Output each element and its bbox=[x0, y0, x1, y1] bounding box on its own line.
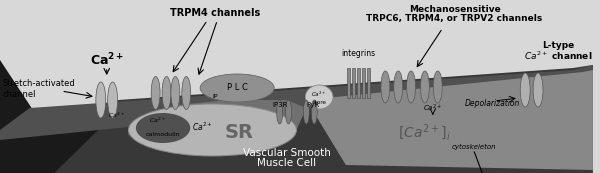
Text: cytoskeleton: cytoskeleton bbox=[452, 144, 497, 150]
Polygon shape bbox=[128, 100, 307, 148]
Ellipse shape bbox=[407, 71, 416, 103]
Text: calmodulin: calmodulin bbox=[146, 133, 181, 138]
Ellipse shape bbox=[182, 76, 191, 110]
Ellipse shape bbox=[277, 100, 283, 124]
Ellipse shape bbox=[96, 82, 106, 118]
Text: L-type: L-type bbox=[542, 40, 574, 49]
Ellipse shape bbox=[394, 71, 403, 103]
Polygon shape bbox=[307, 70, 593, 170]
Ellipse shape bbox=[136, 113, 190, 143]
Text: Vascular Smooth: Vascular Smooth bbox=[242, 148, 331, 158]
Text: TRPC6, TRPM4, or TRPV2 channels: TRPC6, TRPM4, or TRPV2 channels bbox=[367, 14, 542, 23]
Polygon shape bbox=[0, 60, 119, 173]
Text: IP3R: IP3R bbox=[272, 102, 287, 108]
Text: $Ca^{2+}$ channel: $Ca^{2+}$ channel bbox=[524, 50, 593, 62]
Bar bbox=[367, 68, 370, 98]
Ellipse shape bbox=[421, 71, 430, 103]
Text: RyR: RyR bbox=[307, 102, 320, 108]
Text: $Ca^{2+}$: $Ca^{2+}$ bbox=[423, 102, 442, 114]
Ellipse shape bbox=[128, 104, 296, 156]
Text: integrins: integrins bbox=[341, 49, 376, 58]
Polygon shape bbox=[0, 65, 593, 140]
Text: $Ca^{2+}$: $Ca^{2+}$ bbox=[108, 110, 125, 120]
Ellipse shape bbox=[520, 73, 530, 107]
Text: Mechanosensitive: Mechanosensitive bbox=[409, 5, 500, 14]
Text: Depolarization: Depolarization bbox=[464, 98, 520, 107]
Ellipse shape bbox=[533, 73, 543, 107]
Bar bbox=[347, 68, 350, 98]
Ellipse shape bbox=[162, 76, 171, 110]
Text: Stretch-activated
channel: Stretch-activated channel bbox=[3, 79, 76, 99]
Text: $[Ca^{2+}]_i$: $[Ca^{2+}]_i$ bbox=[398, 123, 451, 143]
Ellipse shape bbox=[286, 100, 292, 124]
Ellipse shape bbox=[304, 100, 309, 124]
Text: $Ca^{2+}$: $Ca^{2+}$ bbox=[192, 121, 213, 133]
Bar bbox=[362, 68, 365, 98]
Text: Muscle Cell: Muscle Cell bbox=[257, 158, 316, 168]
Ellipse shape bbox=[433, 71, 442, 103]
Ellipse shape bbox=[200, 74, 274, 102]
Polygon shape bbox=[0, 65, 593, 173]
Text: $Ca^{2+}$: $Ca^{2+}$ bbox=[149, 115, 167, 125]
Text: $\mathbf{Ca^{2+}}$: $\mathbf{Ca^{2+}}$ bbox=[90, 52, 124, 68]
Text: TRPM4 channels: TRPM4 channels bbox=[170, 8, 260, 18]
Ellipse shape bbox=[171, 76, 180, 110]
Ellipse shape bbox=[311, 100, 317, 124]
Text: P L C: P L C bbox=[227, 84, 248, 93]
Ellipse shape bbox=[151, 76, 160, 110]
Bar bbox=[352, 68, 355, 98]
Ellipse shape bbox=[108, 82, 118, 118]
Ellipse shape bbox=[305, 85, 333, 109]
Ellipse shape bbox=[381, 71, 390, 103]
Bar bbox=[357, 68, 360, 98]
Text: $Ca^{2+}$
store: $Ca^{2+}$ store bbox=[311, 89, 327, 104]
Text: IP: IP bbox=[212, 94, 218, 99]
Text: SR: SR bbox=[224, 122, 254, 142]
